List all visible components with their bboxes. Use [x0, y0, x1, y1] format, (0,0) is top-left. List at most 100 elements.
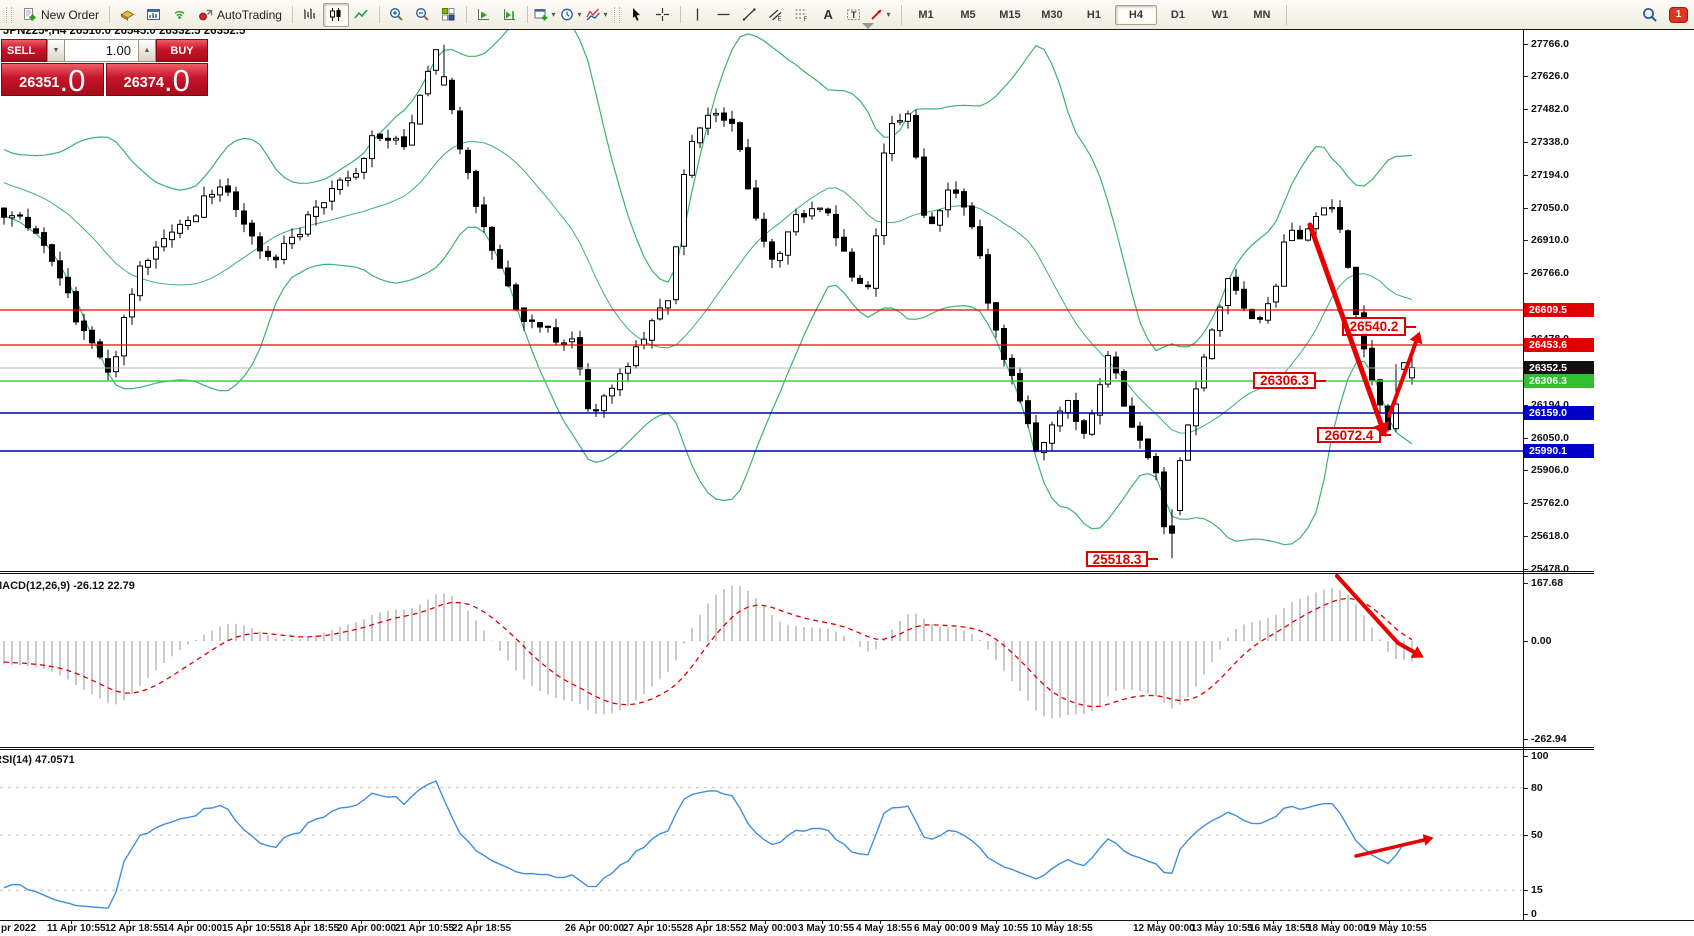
price-tick: 26194.0: [1531, 399, 1569, 411]
buy-price[interactable]: 26374 .0: [105, 63, 208, 96]
chart-autoscroll-icon: [504, 9, 516, 20]
price-tick: 25906.0: [1531, 464, 1569, 476]
price-chart[interactable]: [0, 30, 1523, 571]
svg-text:E: E: [778, 17, 782, 23]
time-tick-mark: [1055, 920, 1056, 924]
chart-shift-button[interactable]: [471, 3, 497, 27]
data-window-button[interactable]: [140, 3, 166, 27]
rsi-panel[interactable]: [0, 750, 1523, 920]
price-tick: 25618.0: [1531, 530, 1569, 542]
price-axis-line: [1523, 30, 1524, 920]
price-tick-mark: [1523, 405, 1528, 406]
search-button[interactable]: [1637, 3, 1663, 27]
sell-button[interactable]: SELL: [1, 39, 47, 62]
equidistant-channel-tool[interactable]: E: [763, 3, 789, 27]
svg-text:F: F: [804, 17, 808, 22]
panel-divider[interactable]: [0, 747, 1594, 748]
crosshair-tool-button[interactable]: [650, 3, 676, 27]
splitter-grip-icon[interactable]: [862, 23, 874, 29]
periods-dropdown[interactable]: ▾: [558, 3, 584, 27]
chevron-down-icon: ▾: [577, 10, 582, 19]
price-annotation-26072.4[interactable]: 26072.4: [1317, 427, 1381, 443]
separator: [109, 6, 111, 23]
tab-timeframe-mn[interactable]: MN: [1253, 8, 1271, 21]
signal-icon: [174, 11, 184, 19]
price-annotation-26306.3[interactable]: 26306.3: [1253, 372, 1316, 389]
tab-timeframe-h4[interactable]: H4: [1114, 4, 1157, 25]
tab-timeframe-m30[interactable]: M30: [1041, 8, 1063, 21]
rsi-tick: 50: [1531, 829, 1543, 841]
autotrading-icon: [199, 9, 213, 21]
cursor-tool-button[interactable]: [624, 3, 650, 27]
time-label: 6 May 00:00: [914, 923, 971, 934]
panel-divider[interactable]: [0, 571, 1594, 572]
candlestick-mode-button[interactable]: [322, 2, 349, 27]
one-click-trading-panel: SELL ▼ 1.00 ▲ BUY 26351 .0 26374 .0: [1, 39, 208, 96]
price-tag-26159.0: 26159.0: [1524, 406, 1594, 420]
macd-tick-mark: [1523, 739, 1528, 740]
new-chart-dropdown[interactable]: ▾: [532, 3, 558, 27]
new-chart-icon: [534, 9, 548, 21]
zoom-in-button[interactable]: [384, 3, 410, 27]
separator: [378, 6, 380, 23]
candles: [1, 44, 1415, 559]
market-watch-button[interactable]: [114, 3, 140, 27]
price-tick-mark: [1523, 569, 1528, 570]
chart-autoscroll-button[interactable]: [497, 3, 523, 27]
price-tick: 27194.0: [1531, 169, 1569, 181]
signals-button[interactable]: [166, 3, 192, 27]
vertical-line-tool[interactable]: [685, 3, 711, 27]
zoom-out-button[interactable]: [410, 3, 436, 27]
horizontal-line-icon: [717, 13, 730, 16]
tab-timeframe-m15[interactable]: M15: [999, 8, 1021, 21]
time-tick-mark: [304, 920, 305, 924]
time-tick-mark: [1389, 920, 1390, 924]
tab-timeframe-m5[interactable]: M5: [960, 8, 976, 21]
arrows-tool-dropdown[interactable]: ▾: [867, 3, 893, 27]
price-tag-25990.1: 25990.1: [1524, 444, 1594, 458]
toolbar-grip[interactable]: [613, 6, 620, 23]
fibonacci-tool[interactable]: F: [789, 3, 815, 27]
tile-windows-button[interactable]: [436, 3, 462, 27]
buy-button[interactable]: BUY: [156, 39, 208, 62]
volume-increase-button[interactable]: ▲: [138, 39, 156, 62]
bar-chart-mode-button[interactable]: [297, 3, 323, 27]
price-annotation-25518.3[interactable]: 25518.3: [1086, 551, 1148, 567]
new-order-icon: [24, 8, 36, 21]
trendline-tool[interactable]: [737, 3, 763, 27]
horizontal-line-tool[interactable]: [711, 3, 737, 27]
zoom-out-icon: [416, 8, 430, 21]
text-tool[interactable]: A: [815, 3, 841, 27]
macd-histogram: [3, 585, 1413, 719]
clock-icon: [561, 8, 574, 21]
macd-panel[interactable]: [0, 574, 1523, 747]
new-order-button[interactable]: New Order: [16, 4, 105, 26]
indicators-dropdown[interactable]: ▾: [584, 3, 610, 27]
line-chart-mode-button[interactable]: [349, 3, 375, 27]
price-tick-mark: [1523, 438, 1528, 439]
volume-input[interactable]: 1.00: [65, 39, 138, 62]
sell-price[interactable]: 26351 .0: [1, 63, 104, 96]
notification-badge[interactable]: 1: [1669, 6, 1688, 23]
text-label-tool[interactable]: T: [841, 3, 867, 27]
tab-timeframe-m1[interactable]: M1: [918, 8, 934, 21]
tab-timeframe-h1[interactable]: H1: [1086, 8, 1101, 21]
tab-timeframe-d1[interactable]: D1: [1170, 8, 1185, 21]
price-annotation-26540.2[interactable]: 26540.2: [1342, 317, 1406, 336]
price-tag-26352.5: 26352.5: [1524, 361, 1594, 375]
autotrading-button[interactable]: AutoTrading: [192, 4, 288, 26]
svg-text:A: A: [824, 7, 834, 22]
toolbar-grip[interactable]: [6, 6, 12, 23]
bollinger-middle-band: [3, 141, 1413, 434]
tab-timeframe-w1[interactable]: W1: [1211, 8, 1229, 21]
separator: [465, 6, 467, 23]
time-tick-mark: [246, 920, 247, 924]
time-tick-mark: [1215, 920, 1216, 924]
buy-label: BUY: [170, 44, 194, 57]
price-tick: 27338.0: [1531, 136, 1569, 148]
rsi-tick-mark: [1523, 835, 1528, 836]
price-tag-26306.3: 26306.3: [1524, 374, 1594, 388]
volume-decrease-button[interactable]: ▼: [47, 39, 65, 62]
zoom-in-icon: [390, 8, 404, 21]
macd-indicator-label: MACD(12,26,9) -26.12 22.79: [0, 580, 135, 592]
